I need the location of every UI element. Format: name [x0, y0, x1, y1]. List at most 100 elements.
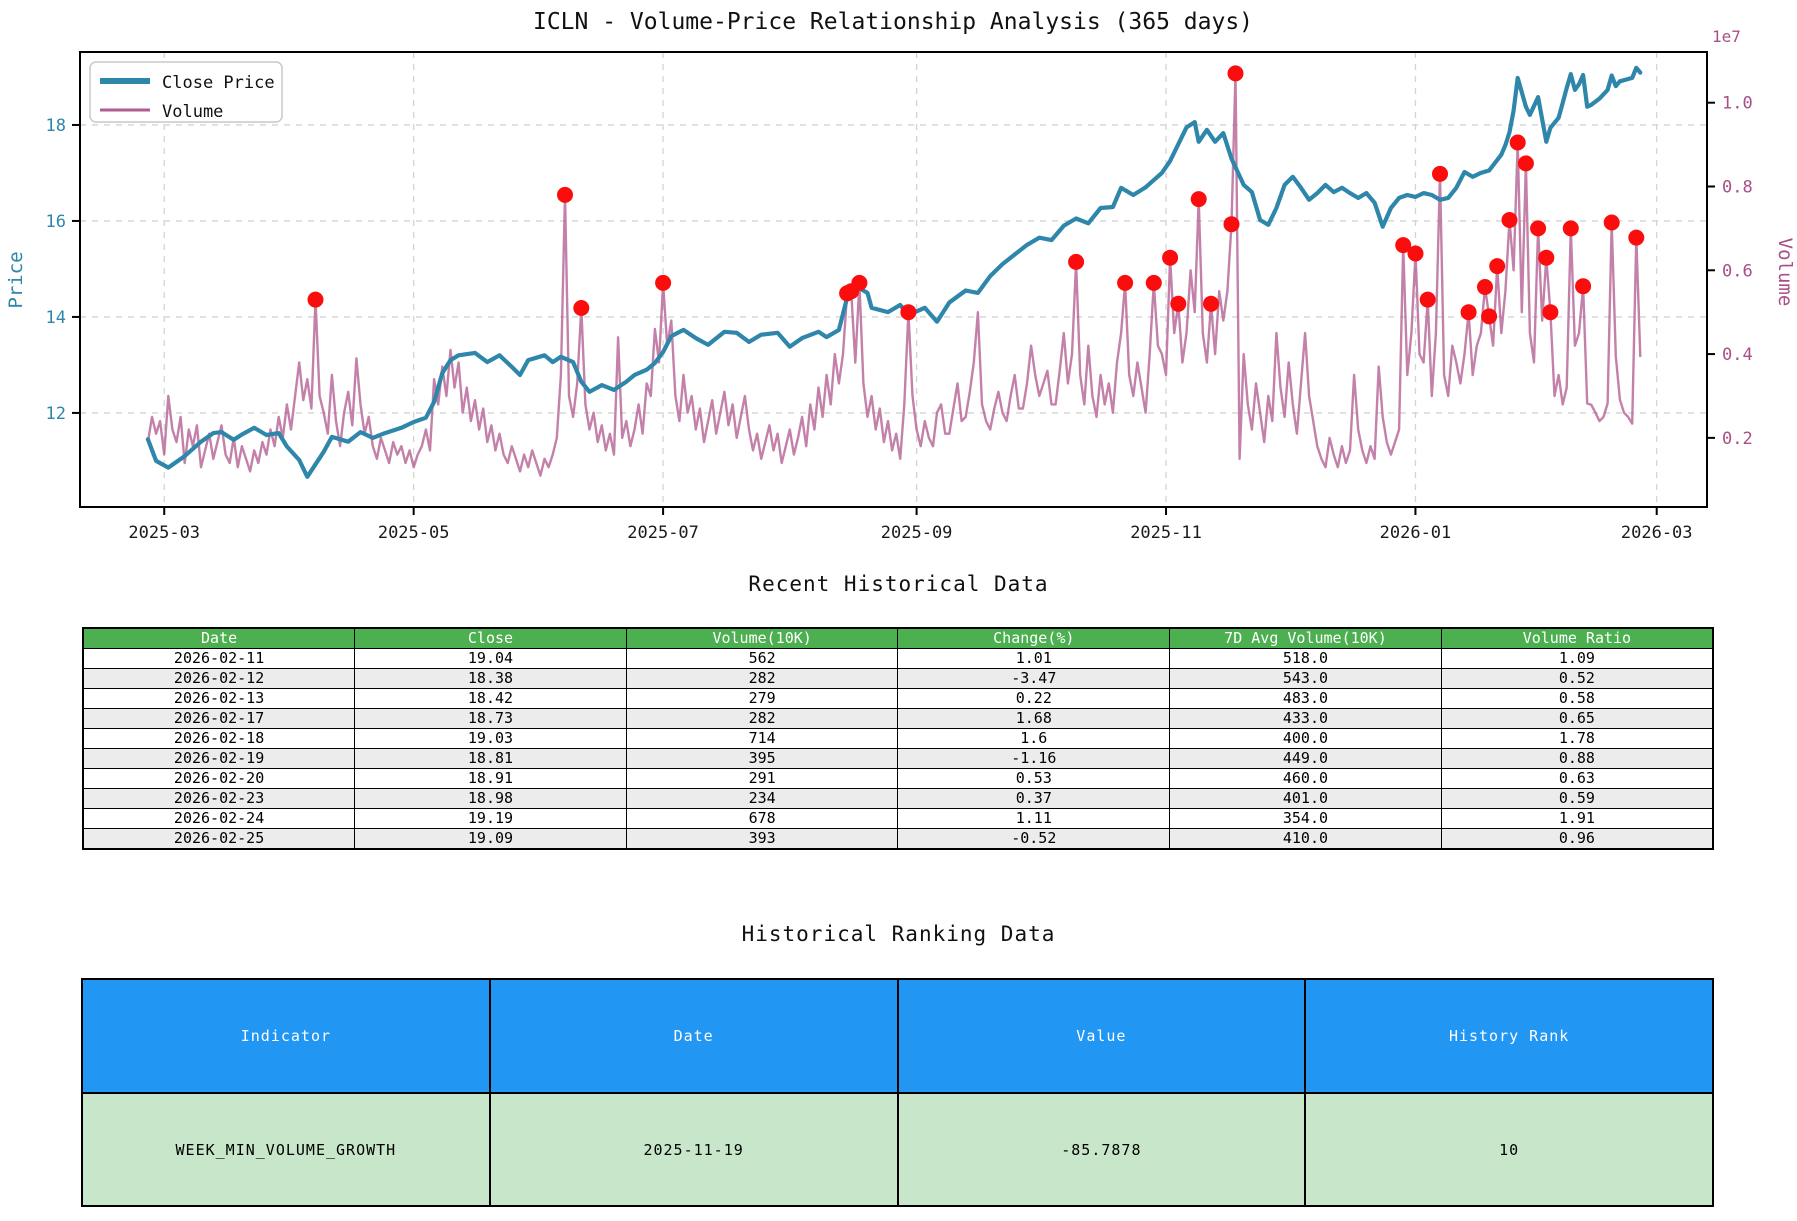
table-cell: 291 — [625, 768, 899, 789]
table-cell: 449.0 — [1169, 748, 1442, 769]
ranking-table-header-row: Indicator Date Value History Rank — [81, 978, 1714, 1094]
date-tick-label: 2025-09 — [881, 523, 953, 543]
table-cell: 2026-02-24 — [82, 808, 356, 829]
table-cell: 19.03 — [354, 728, 627, 749]
table-cell: 18.38 — [354, 668, 627, 689]
table-row: 2026-02-18 19.03 714 1.6 400.0 1.78 — [82, 728, 1714, 749]
table-cell: 18.91 — [354, 768, 627, 789]
legend-label-close-price: Close Price — [162, 73, 275, 93]
volume-price-chart: 12 14 16 18 0.2 0.4 0.6 0.8 1.0 2025-03 2025-05 202… — [5, 9, 1796, 543]
chart-series — [145, 65, 1645, 479]
recent-table-header-row: Date Close Volume(10K) Change(%) 7D Avg Volu… — [82, 627, 1714, 649]
table-cell: 2026-02-12 — [82, 668, 356, 689]
close-price-line — [145, 65, 1643, 479]
table-cell: 19.09 — [354, 828, 627, 850]
table-cell: 2026-02-23 — [82, 788, 356, 809]
table-cell: 2025-11-19 — [488, 1092, 899, 1207]
plot-border — [79, 51, 1708, 508]
table-cell: 2026-02-25 — [82, 828, 356, 850]
table-cell: 19.04 — [354, 648, 627, 669]
table-cell: 0.22 — [897, 688, 1171, 709]
volume-spike-marker — [1628, 229, 1645, 246]
volume-tick-label: 1.0 — [1722, 94, 1753, 114]
price-tick-label: 18 — [46, 116, 66, 136]
table-cell: 1.6 — [897, 728, 1171, 749]
table-cell: 279 — [625, 688, 899, 709]
table-cell: 0.59 — [1440, 788, 1714, 809]
table-cell: 2026-02-13 — [82, 688, 356, 709]
column-header: Indicator — [81, 978, 491, 1094]
table-cell: -85.7878 — [896, 1092, 1307, 1207]
volume-spike-marker — [1203, 295, 1219, 312]
volume-tick-label: 0.6 — [1722, 261, 1753, 281]
volume-spike-marker — [557, 186, 573, 203]
table-cell: 678 — [625, 808, 899, 829]
table-cell: 2026-02-20 — [82, 768, 356, 789]
price-axis-label: Price — [5, 251, 27, 308]
table-cell: 0.53 — [897, 768, 1171, 789]
table-cell: 10 — [1304, 1092, 1714, 1207]
chart-gridlines — [80, 52, 1707, 507]
date-tick-label: 2025-05 — [378, 523, 450, 543]
table-cell: 543.0 — [1169, 668, 1442, 689]
table-row: 2026-02-17 18.73 282 1.68 433.0 0.65 — [82, 708, 1714, 729]
volume-spike-marker — [1068, 253, 1085, 270]
table-cell: 19.19 — [354, 808, 627, 829]
table-cell: 18.98 — [354, 788, 627, 809]
price-tick-label: 16 — [46, 212, 66, 232]
volume-spike-marker — [1501, 212, 1518, 228]
volume-spike-marker — [1223, 216, 1240, 233]
volume-spike-marker — [1538, 249, 1555, 266]
table-cell: 18.42 — [354, 688, 627, 709]
table-row: WEEK_MIN_VOLUME_GROWTH 2025-11-19 -85.7878… — [81, 1092, 1714, 1207]
volume-tick-label: 0.4 — [1722, 345, 1753, 365]
table-cell: 0.63 — [1440, 768, 1714, 789]
volume-spike-marker — [1407, 245, 1424, 262]
table-row: 2026-02-20 18.91 291 0.53 460.0 0.63 — [82, 768, 1714, 789]
table-cell: 282 — [625, 708, 899, 729]
table-cell: 2026-02-18 — [82, 728, 356, 749]
table-row: 2026-02-13 18.42 279 0.22 483.0 0.58 — [82, 688, 1714, 709]
table-cell: 234 — [625, 788, 899, 809]
table-cell: 0.88 — [1440, 748, 1714, 769]
table-cell: 1.78 — [1440, 728, 1714, 749]
historical-ranking-table: Indicator Date Value History Rank WEEK_MIN_… — [81, 978, 1714, 1207]
volume-spike-marker — [1145, 274, 1162, 291]
volume-spike-marker — [1517, 155, 1534, 172]
table-cell: 0.52 — [1440, 668, 1714, 689]
volume-spike-marker — [307, 291, 324, 308]
table-cell: 460.0 — [1169, 768, 1442, 789]
volume-spike-marker — [1162, 249, 1179, 266]
volume-spike-marker — [1603, 214, 1620, 231]
table-cell: WEEK_MIN_VOLUME_GROWTH — [81, 1092, 491, 1207]
volume-spike-marker — [655, 274, 672, 291]
table-row: 2026-02-12 18.38 282 -3.47 543.0 0.52 — [82, 668, 1714, 689]
table-cell: 0.65 — [1440, 708, 1714, 729]
volume-spike-marker — [1575, 278, 1592, 295]
table-cell: -1.16 — [897, 748, 1171, 769]
legend-box — [89, 61, 283, 123]
volume-spike-marker — [1419, 291, 1436, 308]
table-cell: 395 — [625, 748, 899, 769]
recent-table-title: Recent Historical Data — [748, 572, 1049, 596]
price-tick-label: 14 — [46, 308, 66, 328]
column-header: 7D Avg Volume(10K) — [1169, 627, 1442, 649]
volume-spike-marker — [1481, 308, 1498, 325]
column-header: Close — [354, 627, 627, 649]
volume-spike-marker — [1489, 258, 1506, 275]
chart-title: ICLN - Volume-Price Relationship Analysi… — [533, 9, 1253, 35]
volume-spike-marker — [1477, 279, 1493, 295]
table-cell: 18.73 — [354, 708, 627, 729]
table-cell: 282 — [625, 668, 899, 689]
volume-spike-marker — [1542, 304, 1559, 321]
table-cell: 483.0 — [1169, 688, 1442, 709]
table-cell: 393 — [625, 828, 899, 850]
volume-tick-label: 0.2 — [1722, 429, 1753, 449]
date-tick-label: 2025-03 — [128, 523, 200, 543]
volume-spike-marker — [1509, 134, 1526, 151]
table-cell: 1.68 — [897, 708, 1171, 729]
table-cell: 2026-02-11 — [82, 648, 356, 669]
volume-spike-marker — [1170, 295, 1187, 312]
table-cell: 1.01 — [897, 648, 1171, 669]
table-cell: -3.47 — [897, 668, 1171, 689]
